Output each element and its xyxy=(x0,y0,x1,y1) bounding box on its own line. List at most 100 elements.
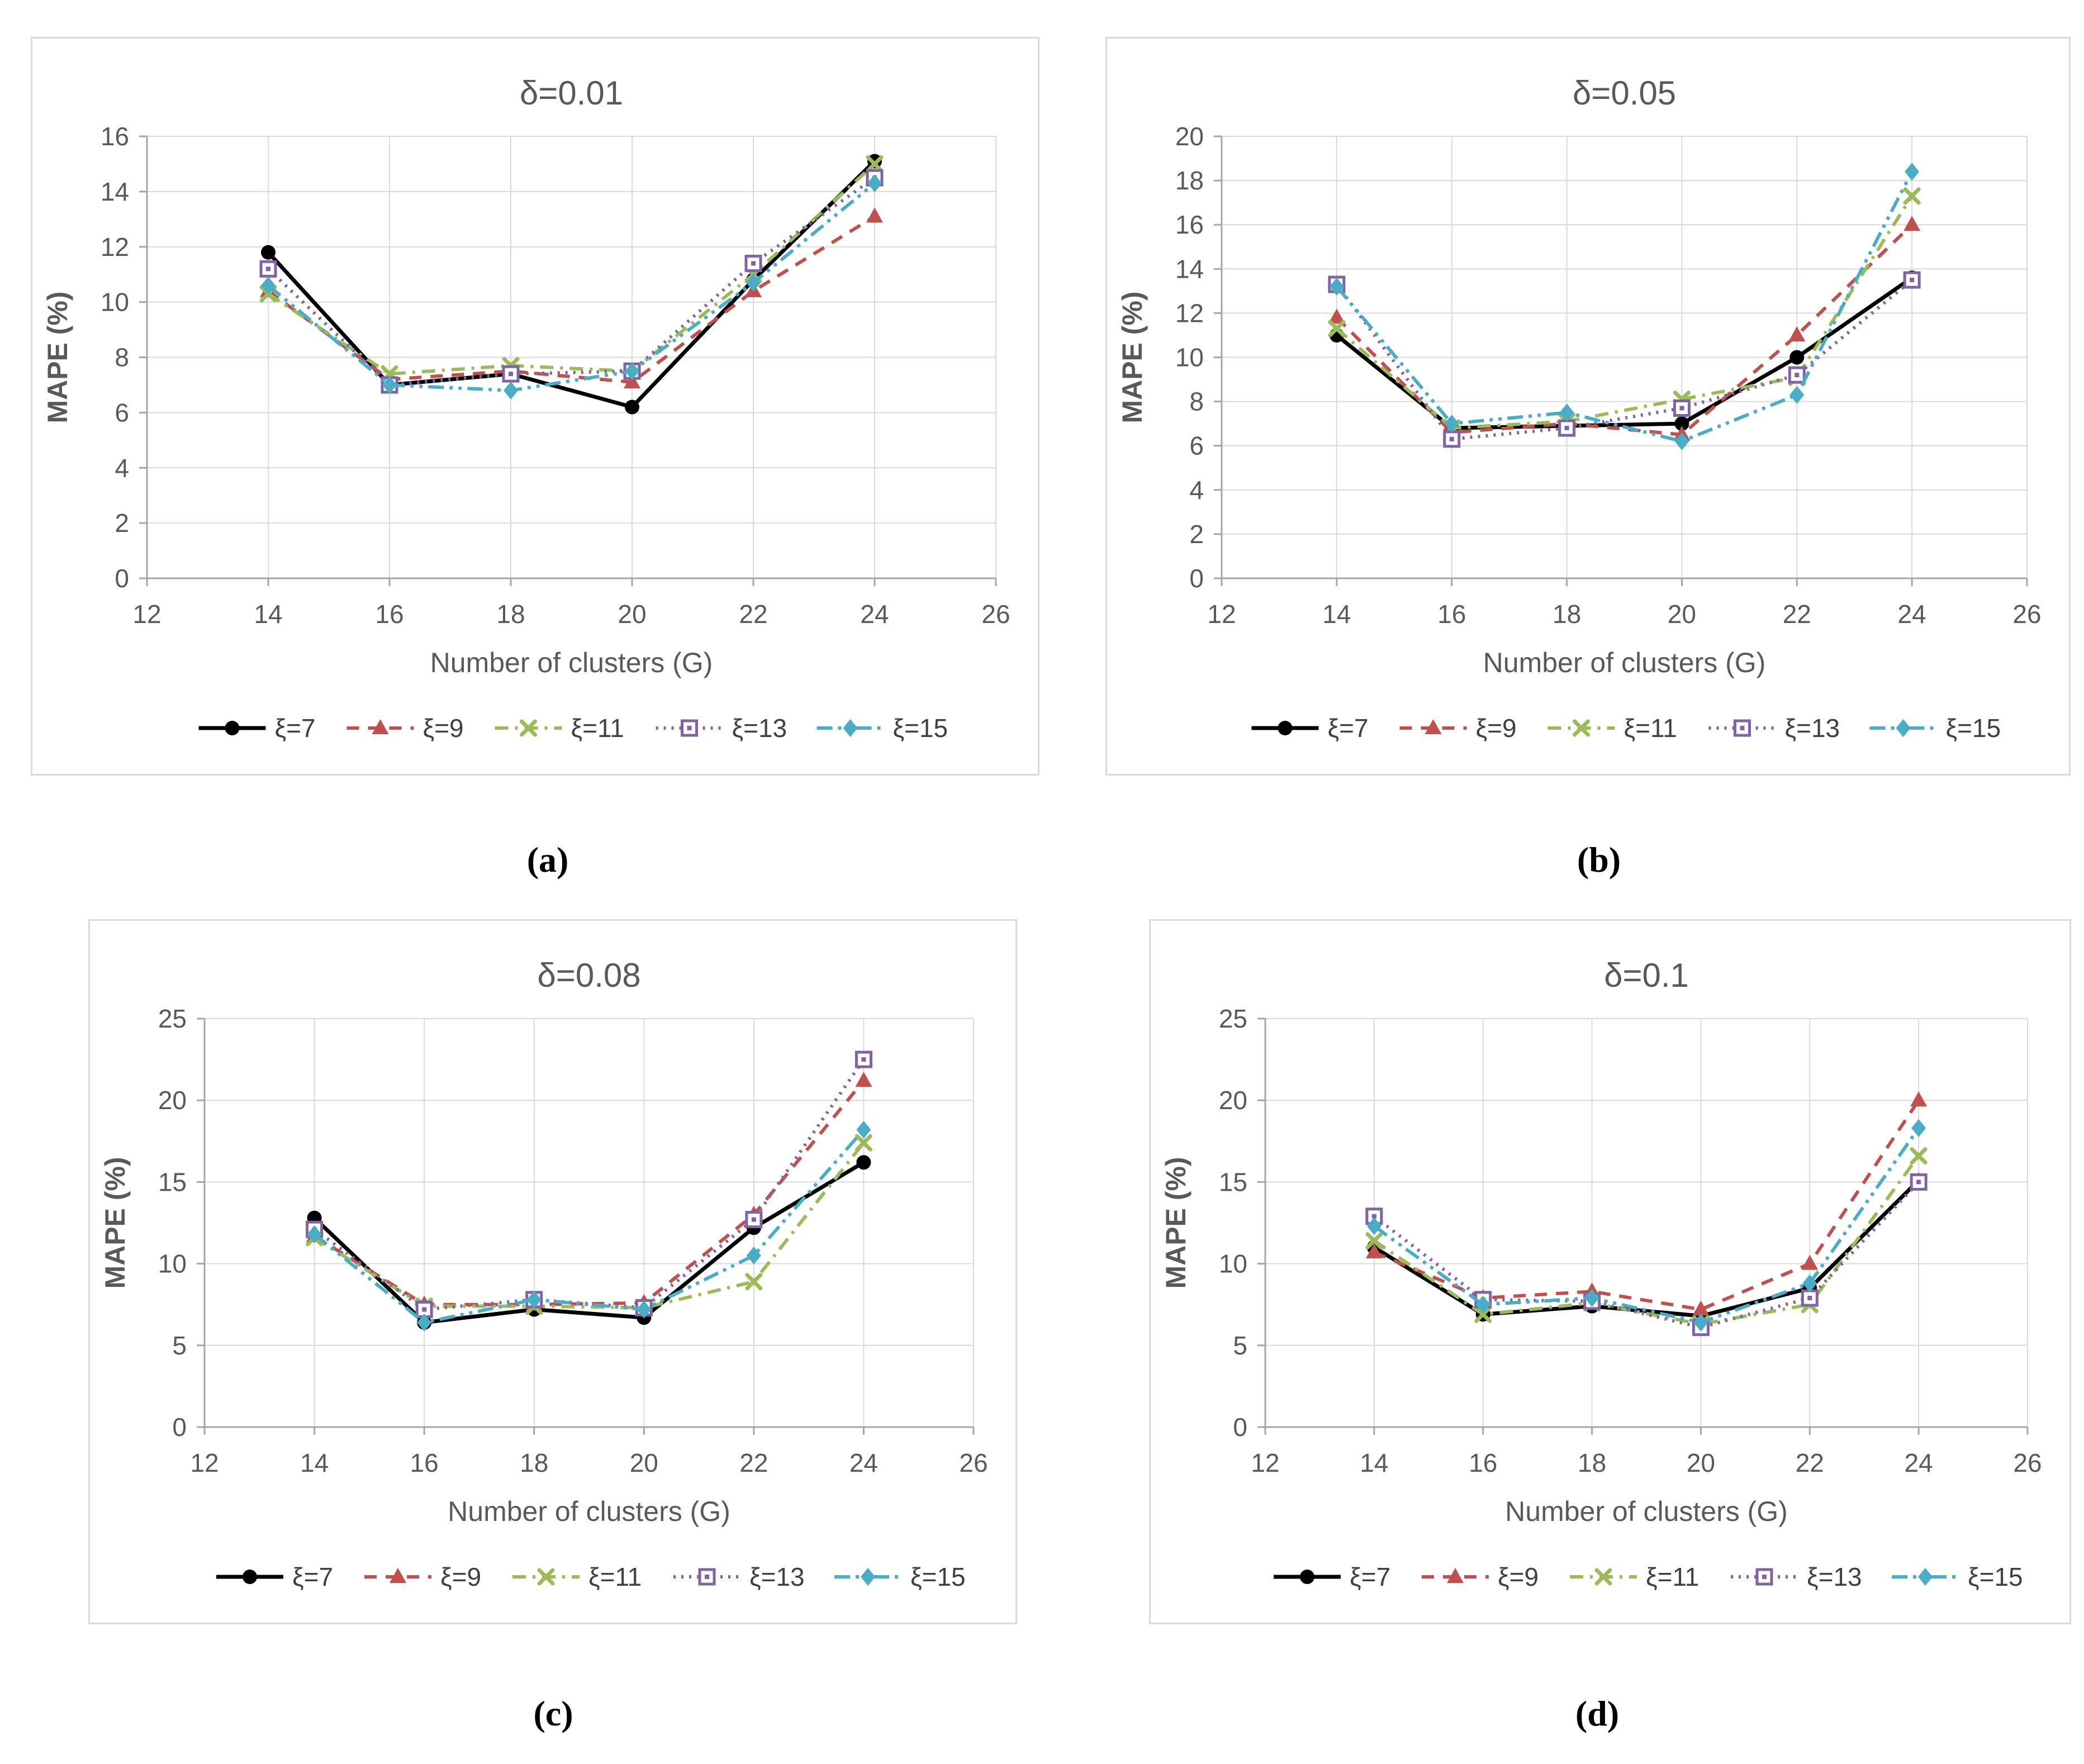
svg-text:22: 22 xyxy=(739,1448,768,1477)
series-ξ=15 xyxy=(261,174,882,400)
svg-text:4: 4 xyxy=(1189,476,1204,505)
svg-text:25: 25 xyxy=(1219,1004,1247,1033)
gridlines xyxy=(147,136,996,578)
svg-text:25: 25 xyxy=(158,1004,187,1033)
svg-text:10: 10 xyxy=(101,288,129,317)
svg-text:ξ=9: ξ=9 xyxy=(1476,714,1517,743)
svg-text:ξ=13: ξ=13 xyxy=(1785,714,1840,743)
axis-tick-labels: 0 5 10 15 20 25 12 14 16 18 20 22 24 26 xyxy=(1219,1004,2042,1477)
svg-text:16: 16 xyxy=(101,122,129,151)
chart-panel-b: 0 2 4 6 8 10 12 14 16 18 20 12 14 16 18 20 22 24 26 δ=0.05 M… xyxy=(1105,37,2071,776)
chart-panel-d: 0 5 10 15 20 25 12 14 16 18 20 22 24 26 δ=0.1 MAPE (%) N… xyxy=(1149,919,2071,1624)
svg-text:16: 16 xyxy=(1469,1448,1497,1477)
svg-text:22: 22 xyxy=(1796,1448,1824,1477)
svg-text:ξ=9: ξ=9 xyxy=(423,714,464,743)
svg-text:0: 0 xyxy=(172,1413,187,1442)
svg-text:18: 18 xyxy=(1175,166,1204,195)
svg-text:0: 0 xyxy=(115,564,129,593)
svg-text:10: 10 xyxy=(158,1249,187,1278)
legend-item-ξ=9: ξ=9 xyxy=(364,1562,481,1591)
series-ξ=13 xyxy=(1328,271,1921,448)
y-axis-title: MAPE (%) xyxy=(99,1157,131,1288)
legend-item-ξ=15: ξ=15 xyxy=(834,1562,966,1591)
series-ξ=15 xyxy=(307,1120,871,1332)
svg-text:ξ=15: ξ=15 xyxy=(910,1562,966,1591)
svg-text:20: 20 xyxy=(158,1086,187,1115)
svg-text:16: 16 xyxy=(410,1448,439,1477)
line-chart-delta-0.08: 0 5 10 15 20 25 12 14 16 18 20 22 24 26 δ=0.08 MAPE (%)… xyxy=(99,957,988,1591)
line-chart-delta-0.1: 0 5 10 15 20 25 12 14 16 18 20 22 24 26 δ=0.1 MAPE (%) N… xyxy=(1160,957,2042,1591)
legend-item-ξ=7: ξ=7 xyxy=(198,714,316,743)
series-ξ=9 xyxy=(1328,216,1921,441)
y-axis-title: MAPE (%) xyxy=(1160,1157,1191,1288)
svg-text:26: 26 xyxy=(981,600,1010,629)
legend-item-ξ=13: ξ=13 xyxy=(656,714,787,743)
svg-text:18: 18 xyxy=(496,600,525,629)
svg-text:ξ=7: ξ=7 xyxy=(275,714,316,743)
svg-text:20: 20 xyxy=(1687,1448,1715,1477)
svg-text:14: 14 xyxy=(101,177,129,206)
y-axis-title: MAPE (%) xyxy=(42,291,73,423)
legend-item-ξ=11: ξ=11 xyxy=(1547,714,1677,743)
svg-text:16: 16 xyxy=(1437,600,1466,629)
chart-panel-a: 0 2 4 6 8 10 12 14 16 12 14 16 18 20 22 24 26 δ=0.01 MAPE … xyxy=(31,37,1039,776)
legend: ξ=7 ξ=9 ξ=11 ξ=13 ξ=15 xyxy=(1274,1562,2023,1591)
caption-d: (d) xyxy=(1575,1694,1620,1733)
legend: ξ=7 ξ=9 ξ=11 ξ=13 ξ=15 xyxy=(198,714,948,743)
svg-text:15: 15 xyxy=(1219,1167,1247,1196)
svg-text:ξ=13: ξ=13 xyxy=(1807,1562,1862,1591)
x-axis-title: Number of clusters (G) xyxy=(1483,647,1766,678)
series-ξ=9 xyxy=(260,207,883,388)
chart-title: δ=0.08 xyxy=(537,957,640,994)
svg-text:12: 12 xyxy=(132,600,161,629)
svg-text:ξ=15: ξ=15 xyxy=(1946,714,2001,743)
svg-text:8: 8 xyxy=(1189,387,1204,416)
svg-text:4: 4 xyxy=(115,453,129,482)
gridlines xyxy=(1222,136,2028,578)
svg-text:ξ=15: ξ=15 xyxy=(1968,1562,2023,1591)
series-ξ=13 xyxy=(306,1050,872,1318)
svg-text:20: 20 xyxy=(1175,122,1204,151)
svg-text:20: 20 xyxy=(630,1448,658,1477)
axes xyxy=(1257,1017,2029,1435)
gridlines xyxy=(1265,1018,2028,1427)
svg-text:14: 14 xyxy=(1360,1448,1388,1477)
svg-text:12: 12 xyxy=(190,1448,219,1477)
svg-text:ξ=7: ξ=7 xyxy=(1350,1562,1390,1591)
chart-title: δ=0.01 xyxy=(520,74,623,112)
legend-item-ξ=9: ξ=9 xyxy=(346,714,464,743)
svg-text:14: 14 xyxy=(1175,254,1204,283)
svg-text:ξ=13: ξ=13 xyxy=(732,714,787,743)
svg-text:6: 6 xyxy=(115,398,129,427)
svg-text:ξ=11: ξ=11 xyxy=(1624,714,1677,743)
axes xyxy=(197,1017,975,1435)
svg-text:22: 22 xyxy=(1783,600,1811,629)
legend-item-ξ=15: ξ=15 xyxy=(1892,1562,2023,1591)
svg-text:0: 0 xyxy=(1189,564,1204,593)
legend-item-ξ=7: ξ=7 xyxy=(1274,1562,1390,1591)
series-ξ=9 xyxy=(306,1072,872,1311)
svg-text:8: 8 xyxy=(115,343,129,372)
caption-b: (b) xyxy=(1577,840,1621,879)
series-ξ=13 xyxy=(259,169,884,394)
svg-text:16: 16 xyxy=(1175,210,1204,239)
svg-text:2: 2 xyxy=(1189,520,1204,549)
svg-text:12: 12 xyxy=(1207,600,1236,629)
legend-item-ξ=7: ξ=7 xyxy=(1251,714,1369,743)
svg-text:6: 6 xyxy=(1189,431,1204,460)
svg-text:18: 18 xyxy=(1578,1448,1606,1477)
series-ξ=15 xyxy=(1366,1119,1926,1332)
svg-text:14: 14 xyxy=(300,1448,329,1477)
svg-text:5: 5 xyxy=(1233,1331,1247,1360)
svg-text:24: 24 xyxy=(1905,1448,1933,1477)
series-ξ=11 xyxy=(1365,1147,1928,1333)
svg-text:2: 2 xyxy=(115,508,129,538)
svg-text:26: 26 xyxy=(2013,1448,2042,1477)
svg-text:18: 18 xyxy=(520,1448,548,1477)
series-ξ=11 xyxy=(306,1134,872,1317)
svg-text:24: 24 xyxy=(1898,600,1926,629)
